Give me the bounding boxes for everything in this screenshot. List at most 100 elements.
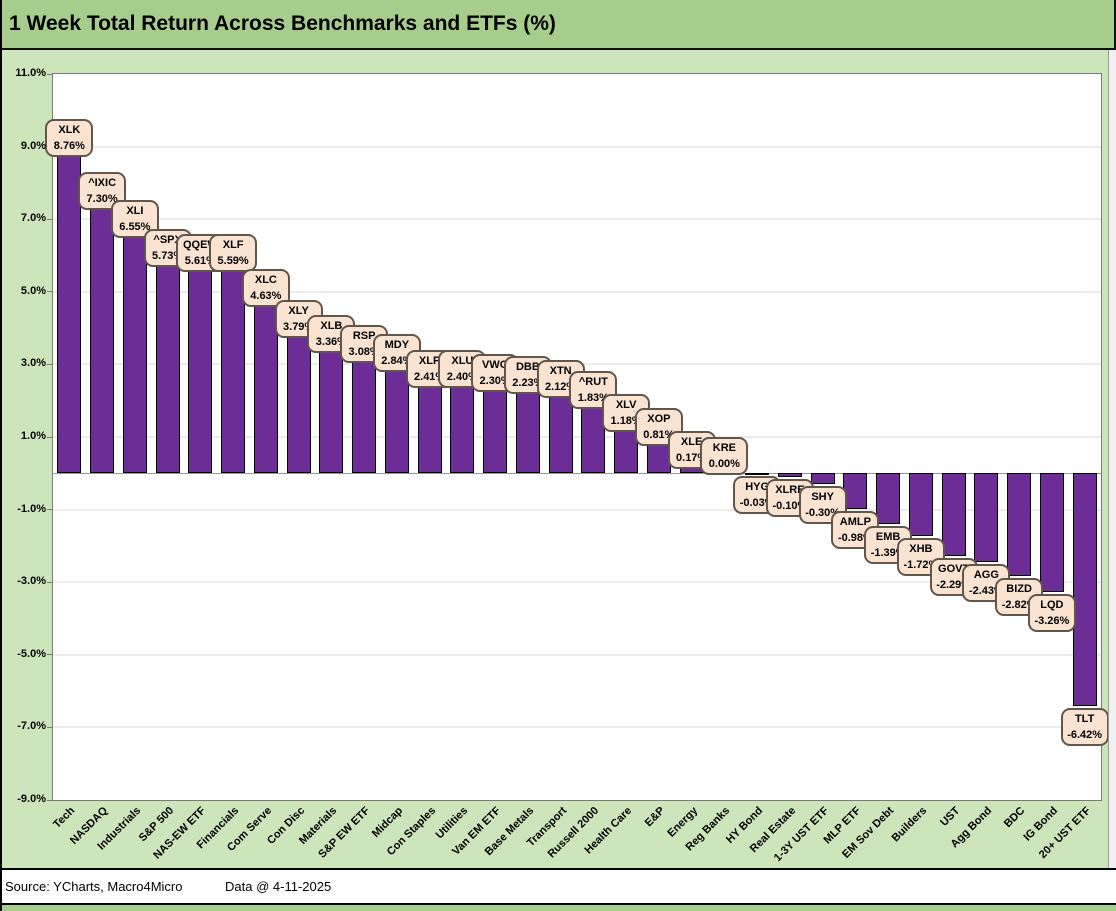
callout-value: 3.08%: [348, 346, 380, 359]
footer-source: Source: YCharts, Macro4Micro: [5, 879, 183, 894]
y-axis-tick-label: 3.0%: [20, 357, 46, 370]
bar-xli: [122, 235, 147, 474]
callout-value: -0.98%: [837, 531, 873, 544]
gridline: [53, 581, 1101, 584]
bar-spx: [155, 265, 180, 474]
callout-ticker: RSP: [352, 330, 376, 343]
bar-shy: [810, 473, 835, 485]
data-label-callout-xop: XOP 0.81%: [634, 407, 683, 446]
bar-qqew: [188, 269, 213, 474]
callout-value: 3.36%: [315, 336, 347, 349]
callout-value: 1.18%: [610, 415, 642, 428]
bar-govt: [941, 473, 966, 557]
callout-ticker: GOVT: [938, 563, 970, 576]
bar-dbb: [515, 392, 540, 474]
callout-value: 2.40%: [446, 371, 478, 384]
y-axis-tick-label: 5.0%: [20, 284, 46, 297]
callout-ticker: BIZD: [1006, 582, 1032, 595]
y-axis-tick-mark: [47, 436, 53, 438]
y-axis-tick-mark: [47, 73, 53, 75]
bar-rsp: [352, 361, 377, 474]
callout-value: 2.84%: [381, 355, 413, 368]
gridline: [53, 653, 1101, 656]
gridline: [53, 508, 1101, 511]
plot-area: XLK 8.76% ^IXIC 7.30% XLI 6.55% ^SPX 5.73% QQEW 5…: [45, 73, 1109, 801]
bar-rut: [581, 406, 606, 474]
y-axis-tick-mark: [47, 581, 53, 583]
data-label-callout-rut: ^RUT 1.83%: [569, 370, 618, 409]
data-label-callout-amlp: AMLP -0.98%: [831, 510, 880, 549]
gridline: [53, 145, 1101, 148]
data-label-callout-bizd: BIZD -2.82%: [995, 577, 1044, 616]
callout-ticker: AGG: [973, 568, 999, 581]
y-axis-tick-label: -3.0%: [17, 575, 46, 588]
bar-tlt: [1072, 473, 1097, 707]
y-axis-tick-mark: [47, 726, 53, 728]
y-axis-tick-mark: [47, 509, 53, 511]
gridline: [53, 436, 1101, 438]
gridline: [53, 218, 1101, 221]
callout-value: 1.83%: [577, 391, 609, 404]
callout-ticker: XLC: [254, 274, 277, 287]
y-axis-tick-label: -5.0%: [17, 647, 46, 660]
callout-ticker: VWO: [481, 358, 509, 371]
y-axis-tick-mark: [47, 218, 53, 220]
callout-ticker: XLP: [418, 354, 441, 367]
bar-xlk: [57, 155, 82, 474]
callout-value: -6.42%: [1067, 729, 1103, 742]
y-axis-tick-label: -9.0%: [17, 793, 46, 805]
callout-value: 0.17%: [676, 452, 708, 465]
bar-vwo: [483, 389, 508, 474]
callout-ticker: ^RUT: [578, 375, 608, 388]
bar-xhb: [908, 473, 933, 536]
callout-value: 5.59%: [217, 255, 249, 268]
callout-value: -2.43%: [968, 584, 1004, 597]
bar-bizd: [1007, 473, 1032, 576]
callout-ticker: TLT: [1074, 713, 1095, 726]
callout-value: 2.23%: [512, 377, 544, 390]
bar-amlp: [843, 473, 868, 509]
callout-ticker: AMLP: [839, 515, 871, 528]
callout-value: -1.72%: [903, 558, 939, 571]
callout-value: 2.30%: [479, 374, 511, 387]
y-axis-tick-label: 1.0%: [20, 430, 46, 442]
callout-ticker: EMB: [875, 530, 901, 543]
callout-value: 2.12%: [545, 381, 577, 394]
bar-xlc: [253, 305, 278, 474]
zero-axis-line: [53, 472, 1101, 474]
callout-value: 8.76%: [53, 140, 85, 153]
callout-ticker: XLI: [126, 204, 144, 217]
callout-value: 5.73%: [152, 250, 184, 263]
y-axis-tick-label: -7.0%: [17, 720, 46, 733]
y-axis-tick-label: 11.0%: [15, 67, 46, 79]
right-margin-strip: [1108, 50, 1116, 868]
y-axis-tick-label: 7.0%: [20, 212, 46, 225]
callout-value: -0.30%: [805, 507, 841, 520]
callout-ticker: XLY: [288, 304, 309, 317]
bar-xlu: [450, 386, 475, 474]
callout-ticker: XLF: [222, 239, 244, 252]
gridline: [53, 290, 1101, 293]
callout-ticker: XTN: [549, 365, 572, 378]
bar-ixic: [90, 208, 115, 474]
bar-emb: [876, 473, 901, 524]
bar-xtn: [548, 396, 573, 474]
callout-ticker: XOP: [647, 412, 671, 425]
data-label-callout-tlt: TLT -6.42%: [1060, 708, 1109, 747]
y-axis-tick-mark: [47, 363, 53, 365]
callout-ticker: XLV: [615, 399, 637, 412]
callout-value: 3.79%: [283, 320, 315, 333]
callout-ticker: MDY: [384, 339, 410, 352]
bottom-green-strip: [0, 905, 1116, 911]
callout-value: 0.00%: [708, 458, 740, 471]
bar-xlf: [221, 270, 246, 474]
callout-value: 5.61%: [184, 254, 216, 267]
callout-ticker: XLE: [680, 436, 703, 449]
callout-value: 6.55%: [119, 220, 151, 233]
bar-lqd: [1039, 473, 1064, 592]
data-label-callout-xlk: XLK 8.76%: [45, 119, 94, 158]
data-label-callout-emb: EMB -1.39%: [864, 525, 913, 564]
y-axis-tick-mark: [47, 799, 53, 801]
y-axis-tick-label: 9.0%: [20, 139, 46, 152]
y-axis-tick-label: -1.0%: [17, 502, 46, 515]
